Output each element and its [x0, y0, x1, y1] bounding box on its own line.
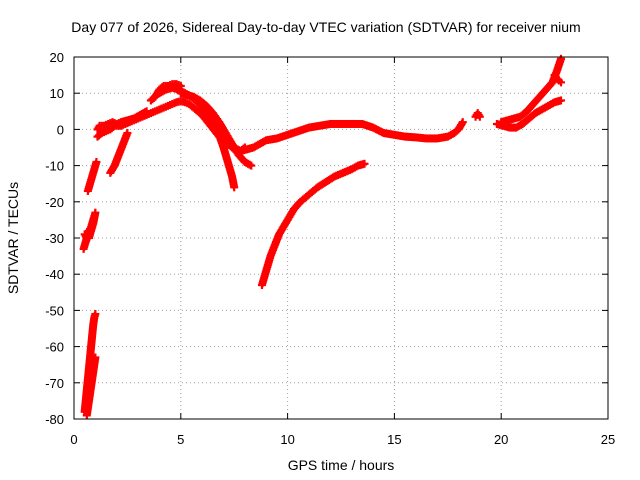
plot-frame: [73, 56, 609, 420]
grid-lines: [74, 57, 608, 419]
data-point: [475, 112, 484, 121]
data-point: [557, 78, 566, 87]
data-point: [230, 183, 239, 192]
y-tick-label: -30: [45, 231, 64, 246]
data-point: [247, 161, 256, 170]
axis-ticks: 0 5 10 15 20 25 -80 -70 -60 -50 -40 -30 -20 -10 0 10 20: [45, 50, 615, 447]
data-point: [557, 54, 566, 63]
y-tick-label: -80: [45, 412, 64, 427]
data-points: [79, 54, 566, 420]
data-point: [360, 159, 369, 168]
y-tick-label: -40: [45, 267, 64, 282]
data-point: [92, 157, 101, 166]
data-point: [91, 353, 100, 362]
chart-title: Day 077 of 2026, Sidereal Day-to-day VTE…: [71, 19, 580, 35]
y-tick-label: -60: [45, 340, 64, 355]
y-axis-label: SDTVAR / TECUs: [5, 182, 21, 294]
y-tick-label: 0: [57, 122, 64, 137]
y-tick-label: 10: [50, 86, 64, 101]
x-axis-label: GPS time / hours: [288, 457, 395, 473]
y-tick-label: -10: [45, 159, 64, 174]
x-tick-label: 20: [494, 432, 508, 447]
x-tick-label: 25: [601, 432, 615, 447]
x-tick-label: 0: [70, 432, 77, 447]
x-tick-label: 5: [177, 432, 184, 447]
data-point: [557, 96, 566, 105]
data-point: [91, 310, 100, 319]
data-point: [123, 129, 132, 138]
y-tick-label: -20: [45, 195, 64, 210]
y-tick-label: 20: [50, 50, 64, 65]
data-point: [458, 118, 467, 127]
x-tick-label: 10: [280, 432, 294, 447]
y-tick-label: -70: [45, 376, 64, 391]
y-tick-label: -50: [45, 303, 64, 318]
data-point: [91, 208, 100, 217]
x-tick-label: 15: [387, 432, 401, 447]
